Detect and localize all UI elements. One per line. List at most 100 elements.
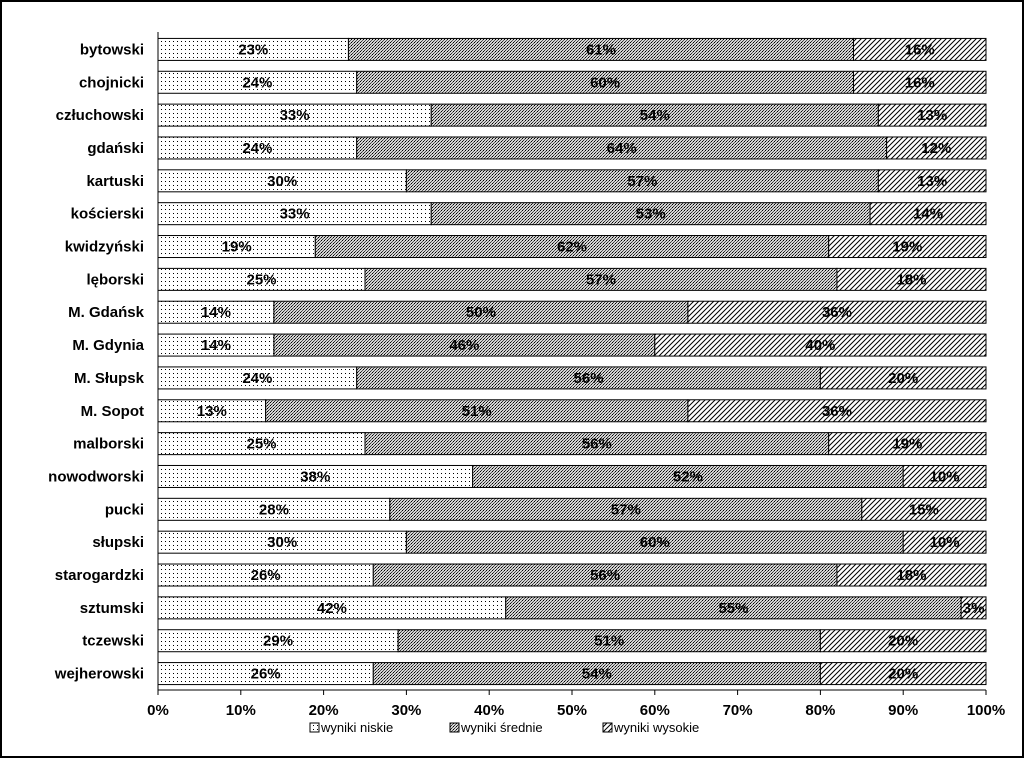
legend-swatch-2 xyxy=(449,722,460,733)
data-label-3-row-7: 19% xyxy=(892,239,922,256)
category-label: gdański xyxy=(87,140,144,157)
data-label-2-row-11: 56% xyxy=(574,370,604,387)
x-tick-label: 70% xyxy=(723,702,753,719)
data-label-2-row-20: 54% xyxy=(582,666,612,683)
data-label-2-row-6: 53% xyxy=(636,206,666,223)
data-label-1-row-12: 13% xyxy=(197,403,227,420)
data-label-1-row-13: 25% xyxy=(246,436,276,453)
data-label-3-row-14: 10% xyxy=(930,468,960,485)
category-label: pucki xyxy=(105,501,144,518)
data-label-3-row-4: 12% xyxy=(921,140,951,157)
category-label: kartuski xyxy=(86,173,144,190)
data-label-2-row-4: 64% xyxy=(607,140,637,157)
data-label-1-row-8: 25% xyxy=(246,271,276,288)
data-label-3-row-12: 36% xyxy=(822,403,852,420)
data-label-1-row-11: 24% xyxy=(242,370,272,387)
data-label-3-row-5: 13% xyxy=(917,173,947,190)
x-tick-label: 80% xyxy=(805,702,835,719)
data-label-1-row-7: 19% xyxy=(222,239,252,256)
category-label: malborski xyxy=(73,436,144,453)
legend-swatch-1 xyxy=(309,722,320,733)
data-label-1-row-9: 14% xyxy=(201,304,231,321)
bar-segment-3-row-19 xyxy=(819,629,987,653)
bar-segment-3-row-7 xyxy=(828,235,987,259)
category-label: M. Gdynia xyxy=(72,337,144,354)
data-label-1-row-1: 23% xyxy=(238,41,268,58)
data-label-3-row-1: 16% xyxy=(905,41,935,58)
data-labels-layer: 23% 61% 16% 24% 60% 16% 33% 54% 13% 24% 64% 12% 30% 5… xyxy=(197,41,985,682)
bar-segment-3-row-5 xyxy=(877,169,987,193)
bar-segment-3-row-16 xyxy=(902,530,987,554)
data-label-1-row-4: 24% xyxy=(242,140,272,157)
bar-segment-3-row-18 xyxy=(960,596,987,620)
data-label-3-row-13: 19% xyxy=(892,436,922,453)
bars-layer xyxy=(157,37,987,686)
data-label-3-row-3: 13% xyxy=(917,107,947,124)
legend-label-3: wyniki wysokie xyxy=(613,720,699,735)
data-label-2-row-1: 61% xyxy=(586,41,616,58)
data-label-1-row-17: 26% xyxy=(251,567,281,584)
data-label-1-row-19: 29% xyxy=(263,633,293,650)
data-label-3-row-15: 15% xyxy=(909,501,939,518)
bar-segment-3-row-17 xyxy=(836,563,987,587)
data-label-2-row-8: 57% xyxy=(586,271,616,288)
x-tick-label: 40% xyxy=(474,702,504,719)
data-label-2-row-12: 51% xyxy=(462,403,492,420)
data-label-2-row-15: 57% xyxy=(611,501,641,518)
bar-segment-3-row-2 xyxy=(853,70,987,94)
bar-segment-3-row-14 xyxy=(902,464,987,488)
category-labels: bytowski chojnicki człuchowski gdański kartu… xyxy=(48,41,144,682)
x-axis: 0% 10% 20% 30% 40% 50% 60% 70% 80% 90% 100% xyxy=(147,32,1005,719)
data-label-1-row-2: 24% xyxy=(242,74,272,91)
bar-segment-3-row-12 xyxy=(687,399,987,423)
category-label: kościerski xyxy=(71,206,144,223)
bar-segment-3-row-8 xyxy=(836,267,987,291)
data-label-3-row-18: 3% xyxy=(963,600,985,617)
data-label-2-row-19: 51% xyxy=(594,633,624,650)
data-label-3-row-17: 18% xyxy=(896,567,926,584)
data-label-1-row-10: 14% xyxy=(201,337,231,354)
category-label: chojnicki xyxy=(79,74,144,91)
legend: wyniki niskie wyniki średnie wyniki wysoki… xyxy=(309,720,699,735)
category-label: tczewski xyxy=(82,633,144,650)
x-tick-label: 50% xyxy=(557,702,587,719)
category-label: bytowski xyxy=(80,41,144,58)
legend-label-2: wyniki średnie xyxy=(460,720,543,735)
category-label: M. Sopot xyxy=(81,403,144,420)
bar-segment-3-row-3 xyxy=(877,103,987,127)
bar-segment-3-row-11 xyxy=(819,366,987,390)
data-label-2-row-5: 57% xyxy=(627,173,657,190)
data-label-1-row-16: 30% xyxy=(267,534,297,551)
category-label: wejherowski xyxy=(54,666,144,683)
data-label-3-row-10: 40% xyxy=(805,337,835,354)
data-label-1-row-3: 33% xyxy=(280,107,310,124)
x-tick-label: 90% xyxy=(888,702,918,719)
data-label-1-row-18: 42% xyxy=(317,600,347,617)
bar-segment-3-row-10 xyxy=(654,333,987,357)
legend-label-1: wyniki niskie xyxy=(320,720,393,735)
category-label: człuchowski xyxy=(56,107,144,124)
data-label-1-row-14: 38% xyxy=(300,468,330,485)
data-label-3-row-16: 10% xyxy=(930,534,960,551)
data-label-1-row-15: 28% xyxy=(259,501,289,518)
data-label-2-row-16: 60% xyxy=(640,534,670,551)
data-label-2-row-13: 56% xyxy=(582,436,612,453)
bar-segment-3-row-9 xyxy=(687,300,987,324)
data-label-3-row-19: 20% xyxy=(888,633,918,650)
data-label-2-row-14: 52% xyxy=(673,468,703,485)
data-label-2-row-10: 46% xyxy=(449,337,479,354)
bar-segment-3-row-13 xyxy=(828,432,987,456)
data-label-2-row-7: 62% xyxy=(557,239,587,256)
data-label-1-row-5: 30% xyxy=(267,173,297,190)
bar-segment-3-row-6 xyxy=(869,202,987,226)
x-tick-label: 20% xyxy=(309,702,339,719)
category-label: starogardzki xyxy=(55,567,144,584)
bar-segment-3-row-4 xyxy=(886,136,987,160)
data-label-2-row-18: 55% xyxy=(718,600,748,617)
data-label-2-row-3: 54% xyxy=(640,107,670,124)
data-label-3-row-2: 16% xyxy=(905,74,935,91)
data-label-2-row-9: 50% xyxy=(466,304,496,321)
data-label-3-row-20: 20% xyxy=(888,666,918,683)
legend-swatch-3 xyxy=(602,722,613,733)
